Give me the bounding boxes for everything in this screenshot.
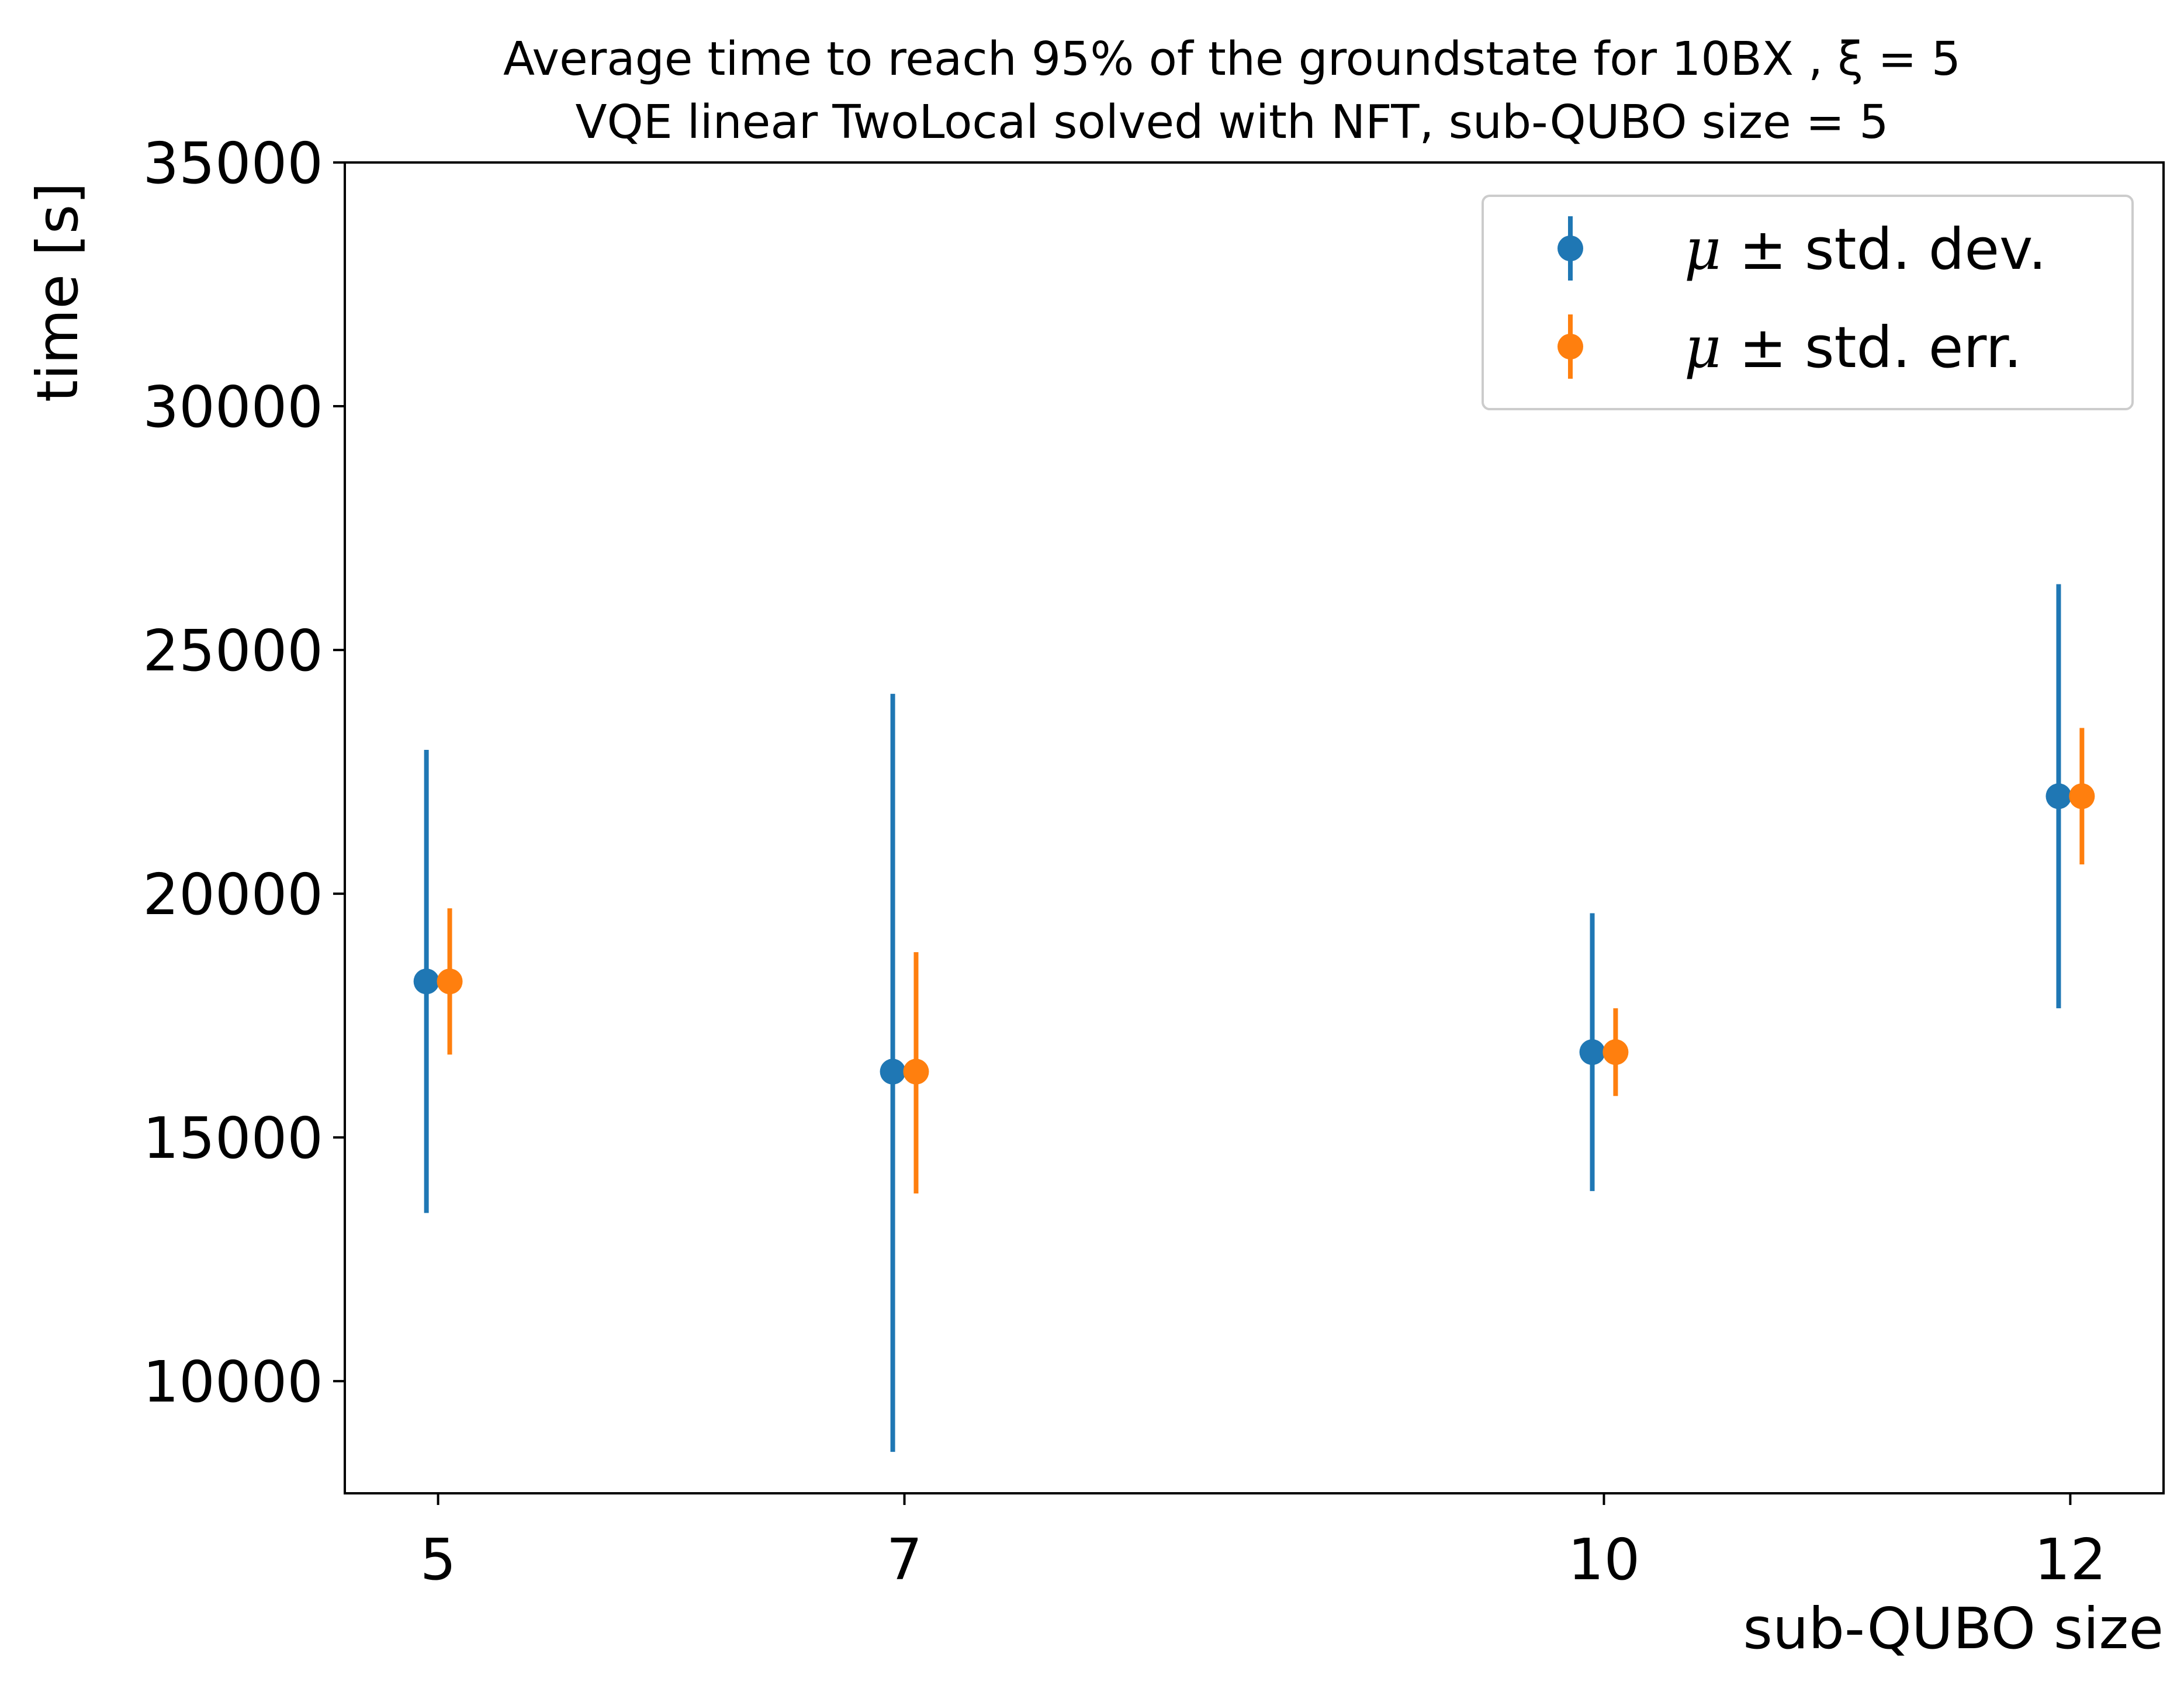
legend: μ ± std. dev. μ ± std. err.	[1482, 195, 2134, 410]
y-tick-label: 20000	[143, 861, 323, 928]
legend-marker-point	[1557, 236, 1583, 261]
chart-title-line-2: VQE linear TwoLocal solved with NFT, sub…	[576, 95, 1889, 149]
y-tick-label: 10000	[143, 1349, 323, 1415]
data-point	[1579, 1039, 1605, 1065]
axis-ticks: 5 7 10 12 10000 15000 20000 25000 30000 35000	[143, 130, 2106, 1593]
series-2	[437, 728, 2095, 1194]
y-tick-label: 25000	[143, 618, 323, 684]
plot-frame	[344, 161, 2165, 1494]
x-tick-label: 5	[420, 1527, 456, 1593]
y-axis-label: time [s]	[25, 182, 91, 402]
data-point	[880, 1058, 906, 1085]
legend-marker-point	[1557, 334, 1583, 359]
x-tick-label: 12	[2034, 1527, 2106, 1593]
data-point	[2045, 783, 2072, 809]
legend-label: μ ± std. dev.	[1684, 216, 2047, 282]
legend-box	[1482, 195, 2134, 410]
plot-area	[413, 584, 2095, 1452]
chart-title-line-1: Average time to reach 95% of the grounds…	[503, 32, 1961, 86]
data-point	[903, 1058, 929, 1085]
series-1	[413, 584, 2072, 1452]
x-axis-label: sub-QUBO size	[1743, 1596, 2164, 1662]
x-tick-label: 10	[1568, 1527, 1640, 1593]
legend-label: μ ± std. err.	[1684, 314, 2022, 380]
data-point	[2069, 783, 2095, 809]
data-point	[413, 968, 439, 995]
x-tick-label: 7	[887, 1527, 923, 1593]
y-tick-label: 30000	[143, 374, 323, 440]
data-point	[1602, 1039, 1629, 1065]
y-tick-label: 15000	[143, 1105, 323, 1171]
data-point	[437, 968, 463, 995]
y-tick-label: 35000	[143, 130, 323, 196]
